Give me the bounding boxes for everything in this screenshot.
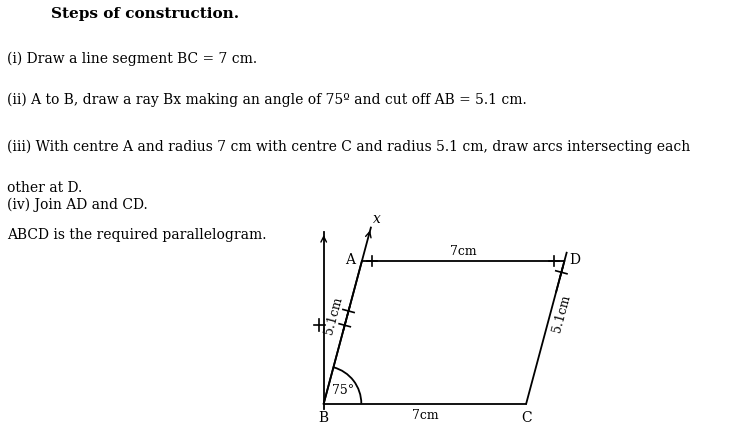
Text: 5.1cm: 5.1cm bbox=[323, 295, 345, 336]
Text: B: B bbox=[319, 411, 329, 425]
Text: 75°: 75° bbox=[331, 384, 354, 397]
Text: C: C bbox=[521, 411, 531, 425]
Text: Steps of construction.: Steps of construction. bbox=[51, 7, 240, 21]
Text: ABCD is the required parallelogram.: ABCD is the required parallelogram. bbox=[7, 228, 267, 242]
Text: 7cm: 7cm bbox=[412, 409, 438, 422]
Text: (iv) Join AD and CD.: (iv) Join AD and CD. bbox=[7, 198, 148, 212]
Text: x: x bbox=[373, 212, 380, 226]
Text: other at D.: other at D. bbox=[7, 181, 83, 195]
Text: (ii) A to B, draw a ray Bx making an angle of 75º and cut off AB = 5.1 cm.: (ii) A to B, draw a ray Bx making an ang… bbox=[7, 93, 527, 107]
Text: (iii) With centre A and radius 7 cm with centre C and radius 5.1 cm, draw arcs i: (iii) With centre A and radius 7 cm with… bbox=[7, 139, 690, 154]
Text: 5.1cm: 5.1cm bbox=[550, 294, 572, 334]
Text: D: D bbox=[570, 253, 581, 267]
Text: (i) Draw a line segment BC = 7 cm.: (i) Draw a line segment BC = 7 cm. bbox=[7, 51, 257, 66]
Text: 7cm: 7cm bbox=[450, 245, 476, 257]
Text: A: A bbox=[345, 253, 355, 267]
